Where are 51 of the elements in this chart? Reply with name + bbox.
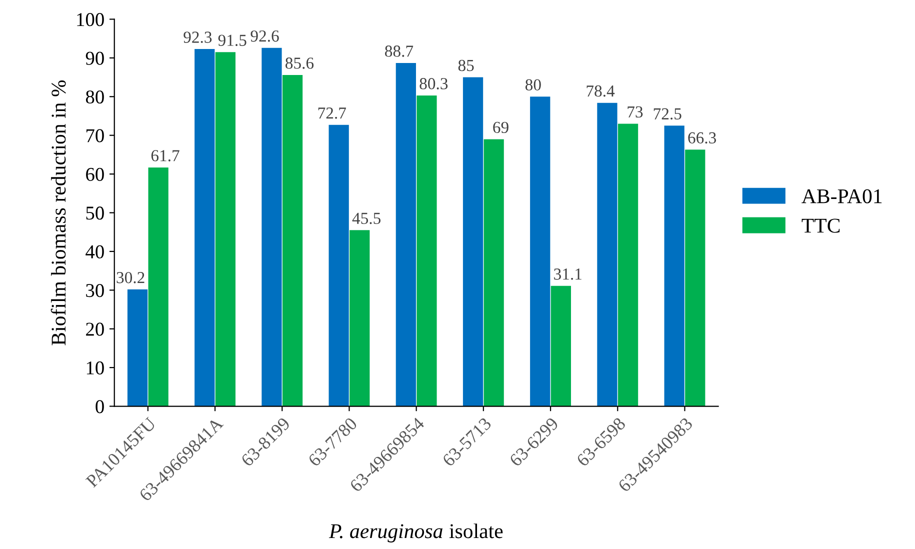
data-label: 92.6: [250, 30, 279, 42]
data-label: 80: [525, 79, 541, 90]
data-label: 30.2: [116, 272, 144, 284]
bar: [484, 139, 504, 406]
data-label: 72.7: [318, 108, 346, 119]
bar: [550, 286, 571, 406]
bar: [215, 52, 236, 406]
legend-label: AB-PA01: [802, 189, 882, 204]
data-label: 91.5: [218, 34, 246, 46]
y-tick-label: 90: [86, 52, 104, 65]
bar: [396, 62, 416, 406]
y-tick-label: 30: [86, 284, 104, 298]
data-label: 45.5: [352, 212, 380, 224]
data-label: 73: [628, 106, 643, 118]
bar: [530, 96, 550, 406]
data-label: 31.1: [554, 268, 582, 280]
y-tick-label: 100: [77, 13, 104, 26]
bar: [127, 289, 148, 406]
bar: [148, 167, 168, 406]
y-tick-label: 80: [86, 90, 104, 104]
y-tick-label: 10: [86, 361, 104, 374]
y-tick-label: 50: [86, 206, 104, 220]
bar: [618, 124, 638, 406]
legend-label: TTC: [802, 218, 840, 233]
y-tick-label: 70: [86, 129, 104, 142]
y-tick-label: 20: [86, 322, 104, 336]
y-tick-label: 60: [86, 168, 104, 181]
bar: [685, 150, 706, 406]
data-label: 66.3: [688, 132, 716, 144]
bar: [194, 49, 215, 406]
bar: [664, 126, 684, 406]
y-axis-title: Biofilm biomass reduction in %: [50, 80, 66, 346]
y-tick-label: 40: [86, 245, 104, 258]
bar: [262, 48, 282, 406]
bar: [350, 230, 370, 406]
x-axis-title: P. aeruginosa isolate: [328, 524, 503, 542]
data-label: 88.7: [385, 46, 414, 57]
data-label: 72.5: [654, 108, 682, 120]
data-label: 78.4: [586, 85, 615, 97]
bar: [416, 95, 437, 406]
data-label: 61.7: [151, 150, 180, 162]
y-tick-label: 0: [96, 400, 104, 414]
bar: [597, 102, 618, 406]
data-label: 69: [493, 122, 508, 134]
bar: [282, 74, 303, 406]
bar: [328, 124, 349, 406]
data-label: 85.6: [286, 58, 314, 69]
bar: [462, 77, 484, 406]
data-label: 80.3: [420, 78, 448, 90]
data-label: 85: [458, 60, 474, 72]
data-label: 92.3: [184, 32, 212, 43]
